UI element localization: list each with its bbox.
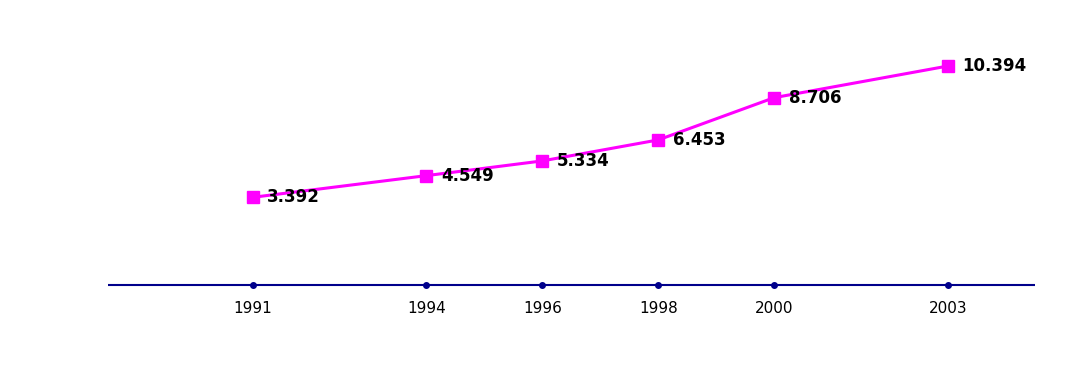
- Text: 2003: 2003: [928, 301, 967, 316]
- Text: 1998: 1998: [639, 301, 678, 316]
- Text: 4.549: 4.549: [441, 166, 494, 185]
- Text: 1994: 1994: [407, 301, 446, 316]
- Text: 1996: 1996: [523, 301, 562, 316]
- Text: 1991: 1991: [233, 301, 272, 316]
- Text: 3.392: 3.392: [267, 188, 320, 206]
- Text: 8.706: 8.706: [789, 89, 841, 107]
- Text: 6.453: 6.453: [673, 131, 725, 149]
- Text: 2000: 2000: [755, 301, 793, 316]
- Text: 10.394: 10.394: [963, 57, 1026, 75]
- Text: 5.334: 5.334: [557, 152, 609, 170]
